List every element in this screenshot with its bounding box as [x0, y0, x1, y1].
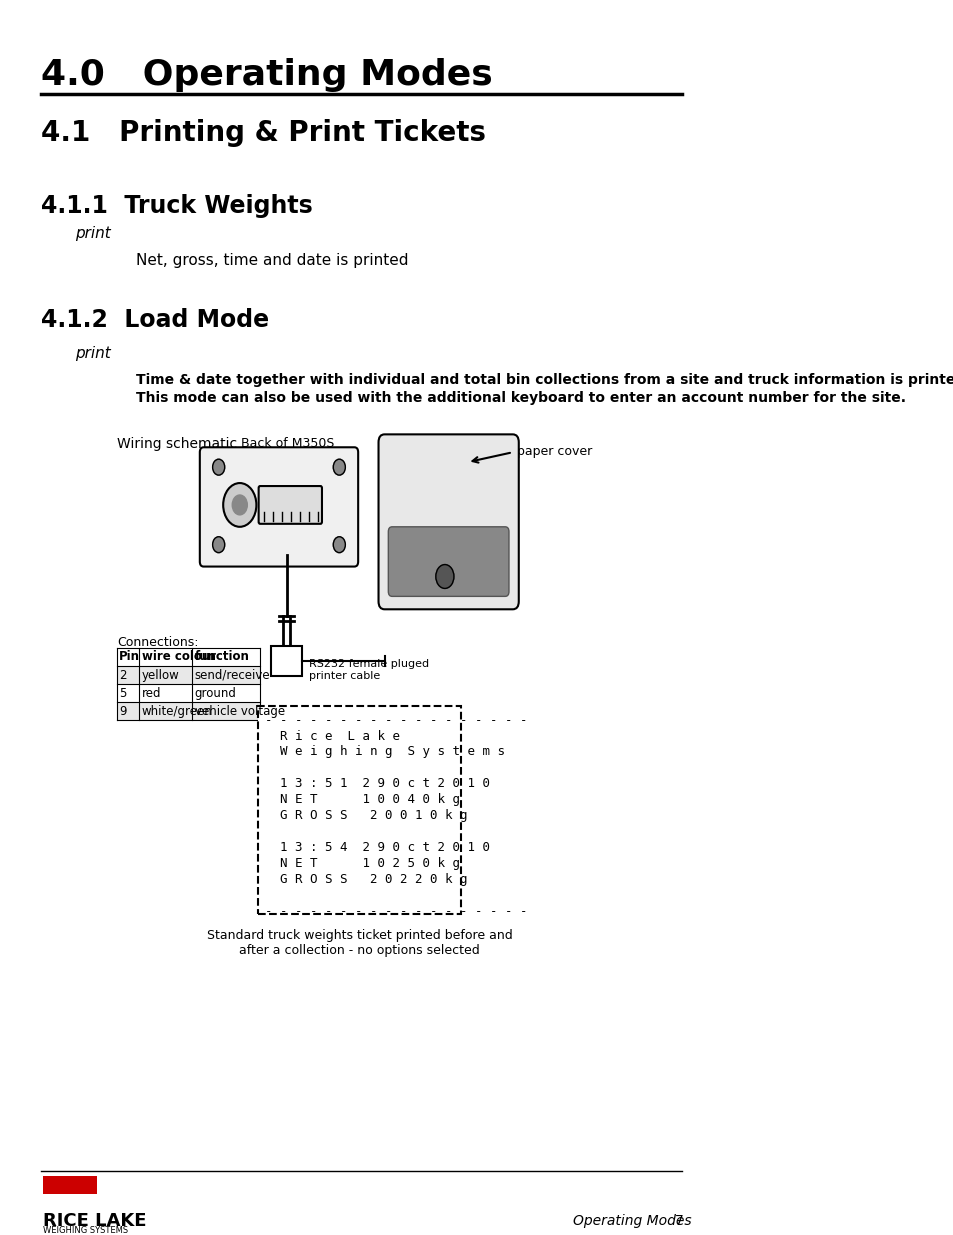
Text: vehicle voltage: vehicle voltage	[194, 705, 284, 718]
Text: R i c e  L a k e: R i c e L a k e	[265, 730, 400, 742]
Circle shape	[223, 483, 256, 527]
Bar	[43, 1176, 97, 1194]
Text: send/receive: send/receive	[194, 669, 270, 682]
Text: after a collection - no options selected: after a collection - no options selected	[239, 945, 479, 957]
Text: function: function	[194, 650, 249, 663]
Text: Connections:: Connections:	[117, 636, 198, 650]
FancyBboxPatch shape	[378, 435, 518, 609]
Text: Standard truck weights ticket printed before and: Standard truck weights ticket printed be…	[207, 930, 512, 942]
Text: Net, gross, time and date is printed: Net, gross, time and date is printed	[135, 253, 408, 268]
Text: red: red	[142, 687, 161, 700]
Text: 9: 9	[119, 705, 127, 718]
Text: Time & date together with individual and total bin collections from a site and t: Time & date together with individual and…	[135, 373, 953, 387]
Circle shape	[333, 459, 345, 475]
FancyBboxPatch shape	[388, 527, 509, 597]
Text: Operating Modes: Operating Modes	[573, 1214, 691, 1228]
Circle shape	[232, 495, 247, 515]
Text: 1 3 : 5 1  2 9 0 c t 2 0 1 0: 1 3 : 5 1 2 9 0 c t 2 0 1 0	[265, 777, 490, 790]
FancyBboxPatch shape	[258, 487, 321, 524]
Circle shape	[213, 459, 225, 475]
Text: W e i g h i n g  S y s t e m s: W e i g h i n g S y s t e m s	[265, 746, 505, 758]
Circle shape	[436, 564, 454, 588]
Text: 1 3 : 5 4  2 9 0 c t 2 0 1 0: 1 3 : 5 4 2 9 0 c t 2 0 1 0	[265, 841, 490, 853]
Circle shape	[213, 537, 225, 552]
Bar	[117, 701, 260, 720]
Text: 4.1   Printing & Print Tickets: 4.1 Printing & Print Tickets	[41, 120, 486, 147]
Bar	[257, 705, 461, 914]
Text: yellow: yellow	[142, 669, 179, 682]
Text: RS232 female pluged
printer cable: RS232 female pluged printer cable	[309, 659, 429, 680]
Bar	[117, 666, 260, 684]
Text: 7: 7	[674, 1214, 683, 1228]
Text: paper cover: paper cover	[516, 446, 591, 458]
Text: - - - - - - - - - - - - - - - - - -: - - - - - - - - - - - - - - - - - -	[265, 714, 527, 726]
Text: 4.0   Operating Modes: 4.0 Operating Modes	[41, 58, 493, 91]
Text: print: print	[75, 346, 112, 361]
Text: white/green: white/green	[142, 705, 213, 718]
Text: WEIGHING SYSTEMS: WEIGHING SYSTEMS	[43, 1225, 128, 1235]
Text: Wiring schematic: Wiring schematic	[117, 437, 236, 451]
Text: Pin: Pin	[119, 650, 140, 663]
Text: 2: 2	[119, 669, 127, 682]
FancyBboxPatch shape	[199, 447, 357, 567]
Text: 4.1.1  Truck Weights: 4.1.1 Truck Weights	[41, 194, 313, 217]
Text: 4.1.2  Load Mode: 4.1.2 Load Mode	[41, 308, 270, 332]
Text: RICE LAKE: RICE LAKE	[43, 1212, 147, 1230]
Text: This mode can also be used with the additional keyboard to enter an account numb: This mode can also be used with the addi…	[135, 390, 904, 405]
Text: - - - - - - - - - - - - - - - - - -: - - - - - - - - - - - - - - - - - -	[265, 904, 527, 918]
Text: ground: ground	[194, 687, 236, 700]
Text: wire colour: wire colour	[142, 650, 215, 663]
FancyBboxPatch shape	[272, 646, 301, 676]
Text: G R O S S   2 0 0 1 0 k g: G R O S S 2 0 0 1 0 k g	[265, 809, 467, 823]
Text: N E T      1 0 0 4 0 k g: N E T 1 0 0 4 0 k g	[265, 793, 460, 806]
Text: Back of M350S: Back of M350S	[241, 437, 335, 451]
Circle shape	[333, 537, 345, 552]
Text: N E T      1 0 2 5 0 k g: N E T 1 0 2 5 0 k g	[265, 857, 460, 869]
Text: print: print	[75, 226, 112, 241]
Text: G R O S S   2 0 2 2 0 k g: G R O S S 2 0 2 2 0 k g	[265, 873, 467, 885]
Text: 5: 5	[119, 687, 127, 700]
